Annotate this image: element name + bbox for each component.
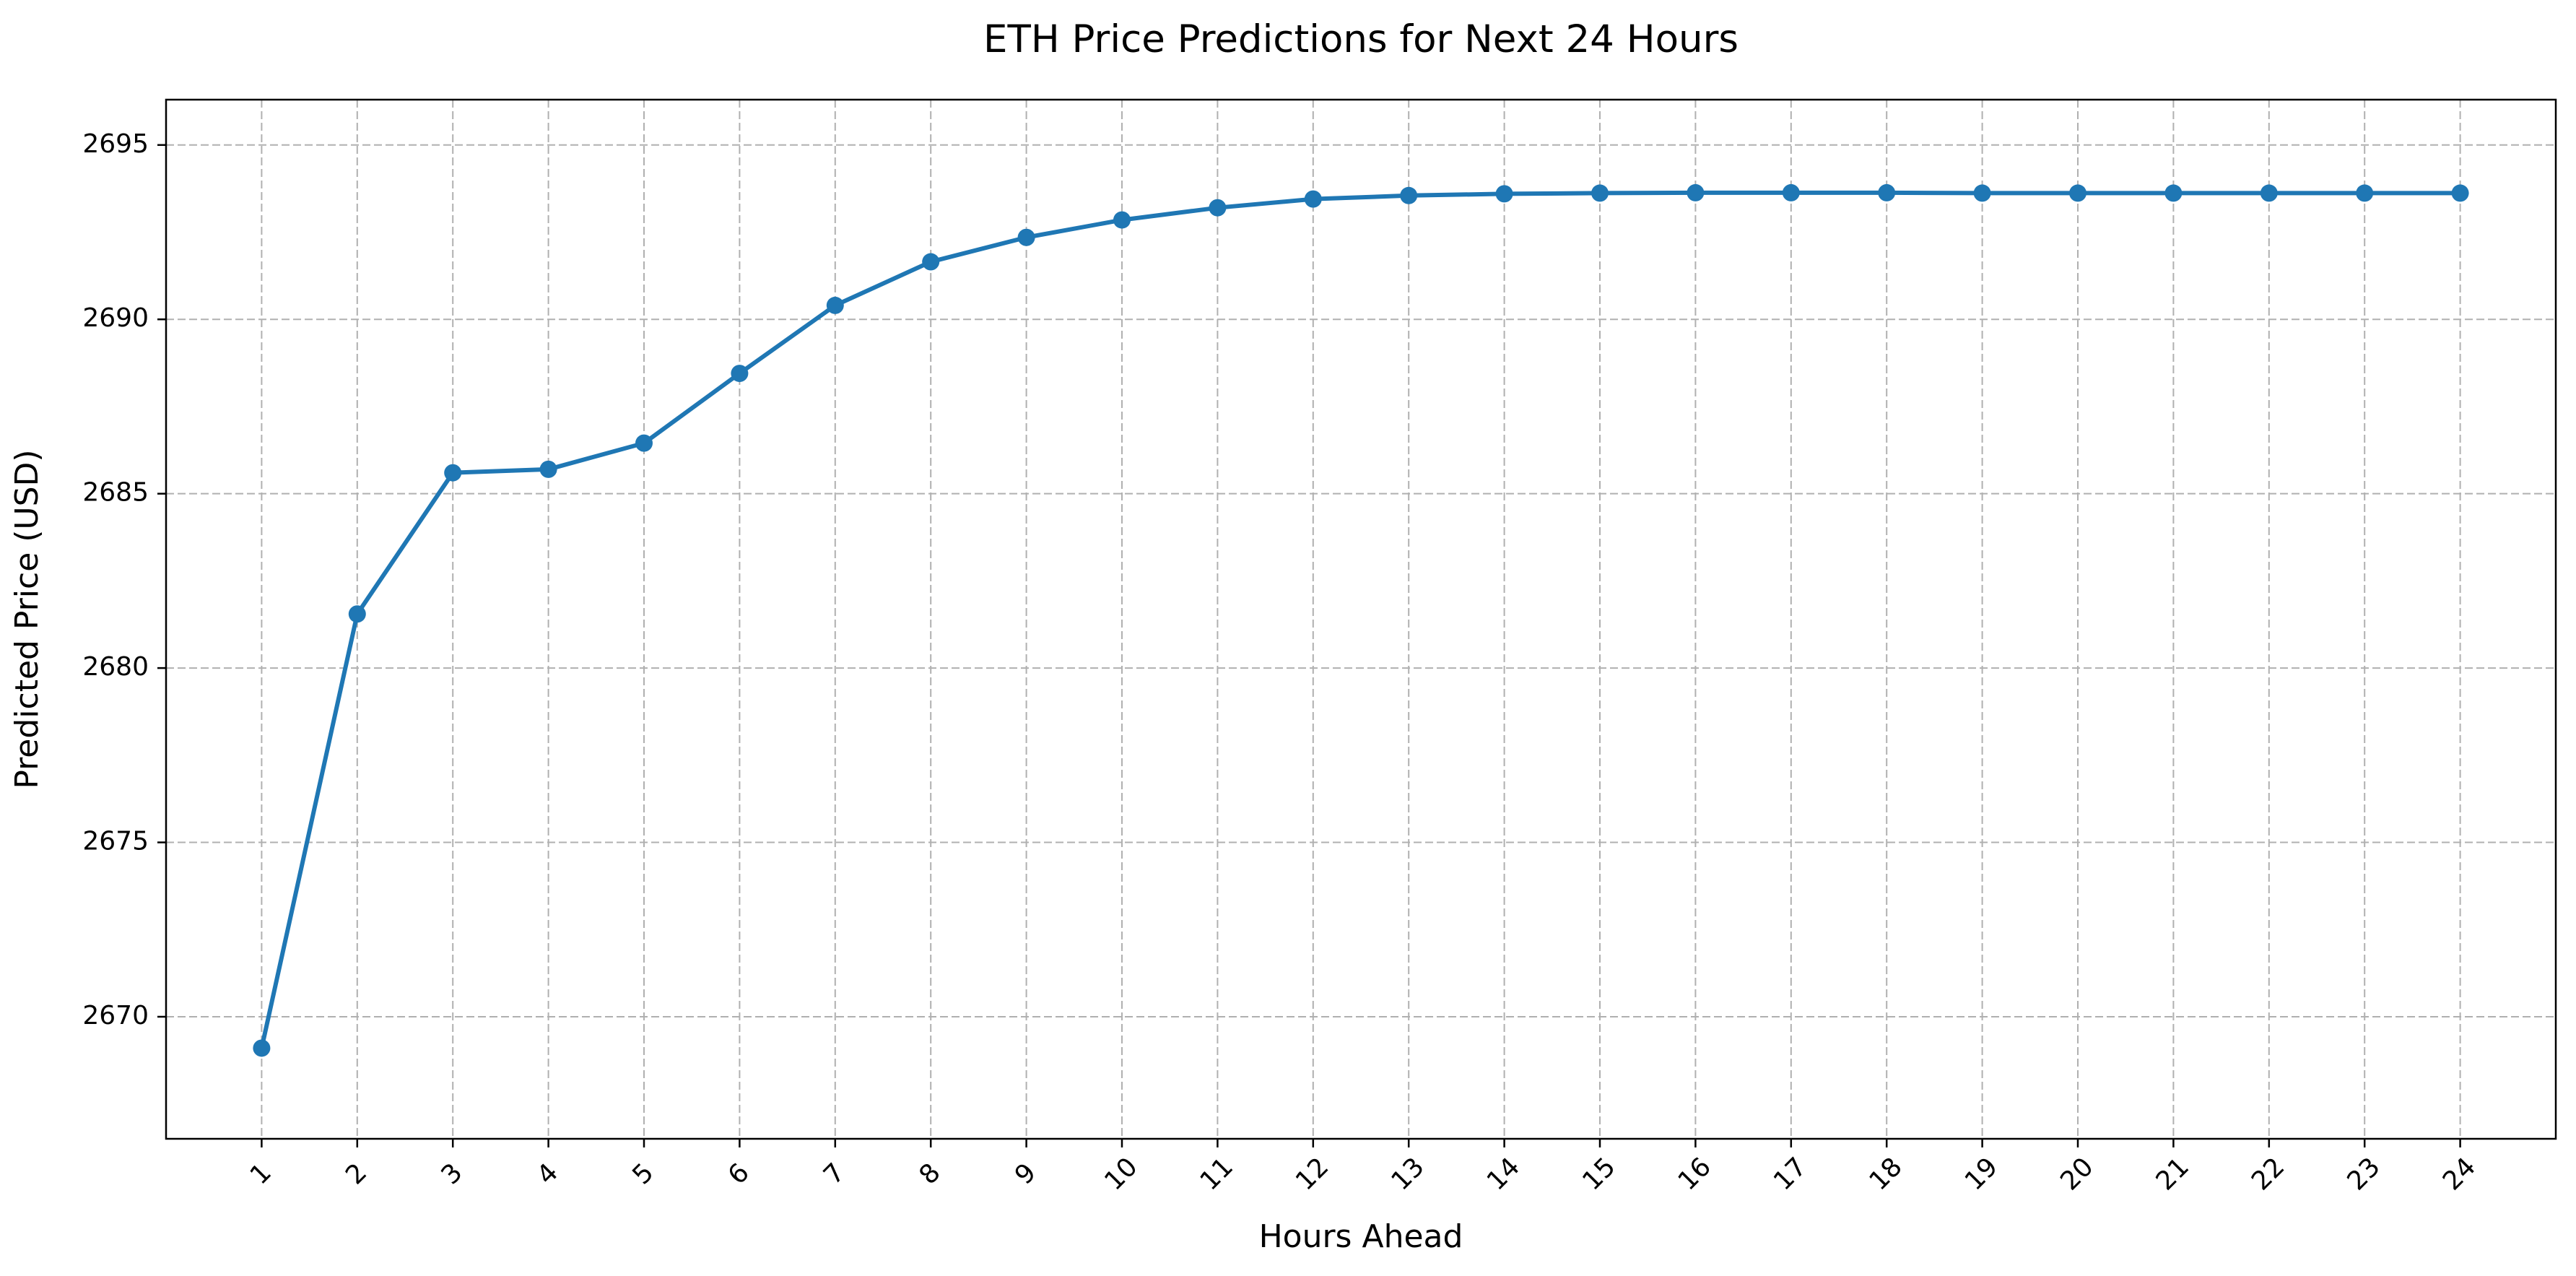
x-tick-label: 15 bbox=[1577, 1152, 1621, 1196]
y-tick-label: 2680 bbox=[82, 652, 149, 682]
x-tick-label: 8 bbox=[914, 1158, 947, 1190]
x-tick-label: 16 bbox=[1673, 1152, 1717, 1196]
data-point bbox=[635, 434, 653, 452]
x-axis: 1 2 3 4 5 6 7 8 9 10 11 12 13 14 15 16 17 18 19 20 21 22 23 24 bbox=[245, 1139, 2481, 1197]
x-tick-label: 2 bbox=[340, 1158, 373, 1190]
x-tick-label: 1 bbox=[245, 1158, 277, 1190]
data-point bbox=[539, 460, 557, 478]
x-tick-label: 14 bbox=[1481, 1152, 1526, 1196]
data-point bbox=[2451, 184, 2469, 202]
data-point bbox=[2356, 184, 2374, 202]
data-point bbox=[2069, 184, 2087, 202]
data-point bbox=[253, 1039, 271, 1057]
data-point bbox=[1878, 183, 1896, 201]
y-tick-label: 2685 bbox=[82, 478, 149, 508]
x-tick-label: 19 bbox=[1959, 1152, 2003, 1196]
y-axis: 2670 2675 2680 2685 2690 2695 bbox=[82, 129, 166, 1030]
grid bbox=[166, 100, 2556, 1139]
x-tick-label: 7 bbox=[818, 1158, 850, 1190]
x-tick-label: 9 bbox=[1009, 1158, 1042, 1190]
data-point bbox=[444, 464, 462, 482]
x-axis-label: Hours Ahead bbox=[1259, 1218, 1463, 1255]
x-tick-label: 6 bbox=[723, 1158, 755, 1190]
x-tick-label: 21 bbox=[2151, 1152, 2195, 1196]
x-tick-label: 3 bbox=[436, 1158, 469, 1190]
x-tick-label: 18 bbox=[1863, 1152, 1907, 1196]
data-point bbox=[1209, 199, 1227, 217]
x-tick-label: 20 bbox=[2055, 1152, 2099, 1196]
data-point bbox=[1017, 228, 1035, 246]
series-layer bbox=[253, 183, 2469, 1057]
x-tick-label: 4 bbox=[531, 1158, 564, 1190]
data-point bbox=[2260, 184, 2278, 202]
x-tick-label: 23 bbox=[2341, 1152, 2385, 1196]
chart-title: ETH Price Predictions for Next 24 Hours bbox=[983, 17, 1739, 61]
x-tick-label: 13 bbox=[1385, 1152, 1430, 1196]
x-tick-label: 22 bbox=[2246, 1152, 2290, 1196]
data-point bbox=[731, 365, 749, 383]
data-point bbox=[1495, 185, 1513, 203]
x-tick-label: 12 bbox=[1290, 1152, 1334, 1196]
y-axis-label: Predicted Price (USD) bbox=[9, 449, 45, 789]
series-line bbox=[259, 190, 2463, 1051]
y-tick-label: 2670 bbox=[82, 1001, 149, 1030]
data-point bbox=[922, 253, 940, 271]
data-point bbox=[1782, 183, 1800, 201]
data-point bbox=[1400, 186, 1418, 204]
x-tick-label: 17 bbox=[1768, 1152, 1812, 1196]
data-point bbox=[1687, 183, 1705, 201]
data-point bbox=[1304, 190, 1322, 208]
y-tick-label: 2675 bbox=[82, 827, 149, 856]
x-tick-label: 11 bbox=[1195, 1152, 1239, 1196]
x-tick-label: 24 bbox=[2437, 1152, 2481, 1196]
data-point bbox=[348, 605, 366, 623]
x-tick-label: 5 bbox=[627, 1158, 659, 1190]
y-tick-label: 2690 bbox=[82, 303, 149, 333]
data-point bbox=[1591, 184, 1609, 202]
x-tick-label: 10 bbox=[1099, 1152, 1143, 1196]
data-point bbox=[826, 296, 844, 314]
y-tick-label: 2695 bbox=[82, 129, 149, 159]
data-point bbox=[1113, 211, 1131, 229]
data-point bbox=[2164, 184, 2183, 202]
data-point bbox=[1973, 184, 1991, 202]
plot-frame bbox=[165, 98, 2557, 1140]
